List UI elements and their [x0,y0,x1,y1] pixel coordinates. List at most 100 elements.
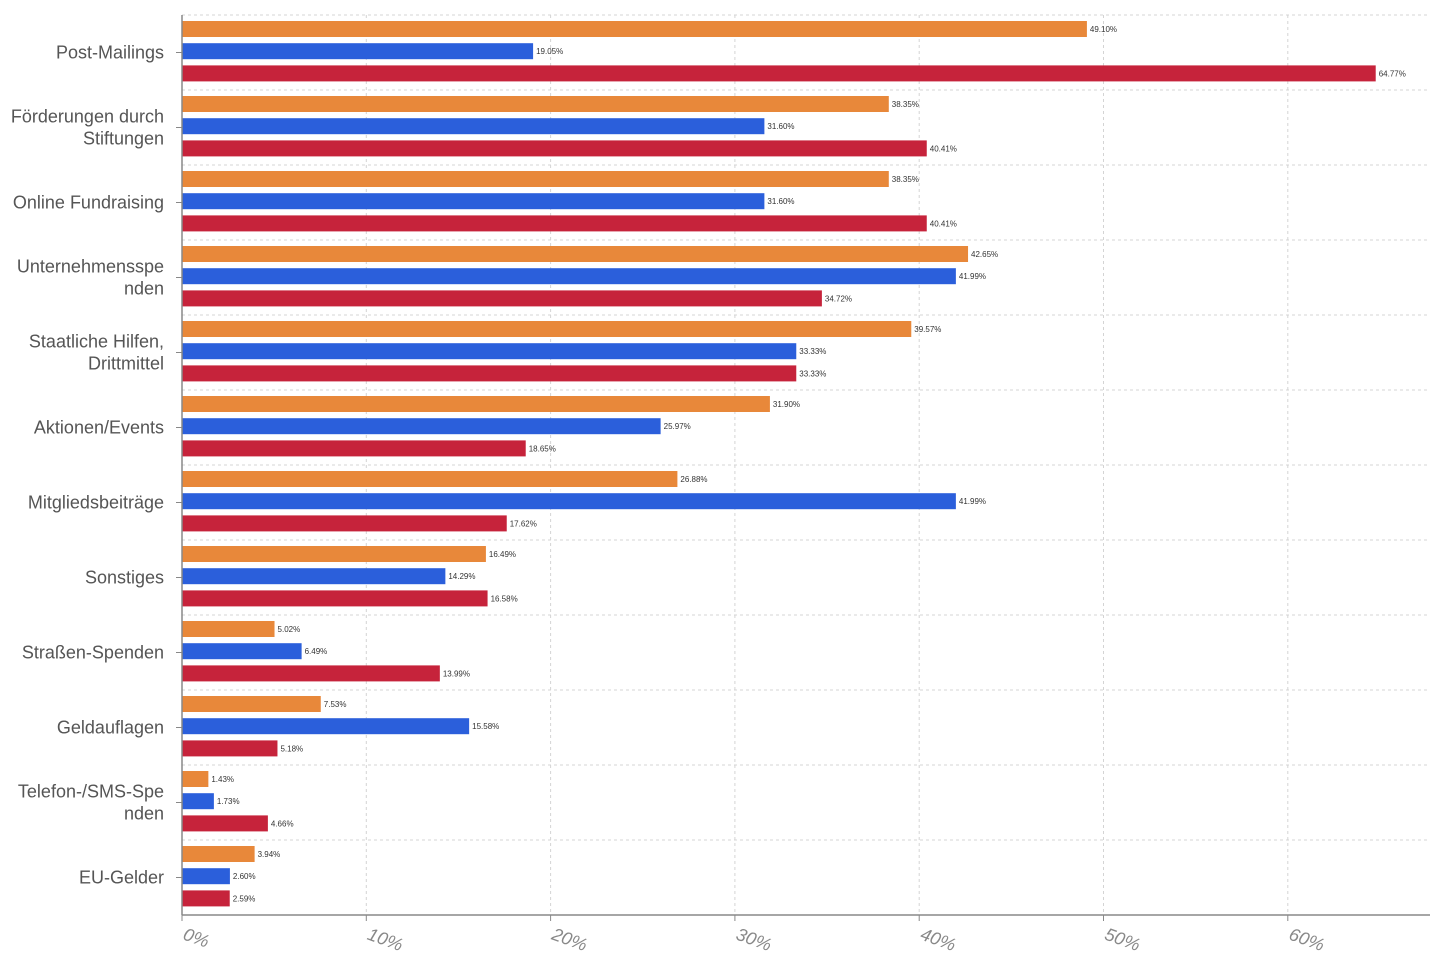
bar-series-orange [182,771,209,787]
x-tick-label: 40% [918,924,959,955]
bar-series-red [182,140,927,157]
category-label: Straßen-Spenden [22,643,164,663]
category-label: Mitgliedsbeiträge [28,493,164,513]
bar-series-orange [182,171,889,187]
bar-value-label: 40.41% [930,144,957,153]
bar-series-blue [182,568,446,585]
bar-series-blue [182,493,956,510]
bar-series-red [182,440,526,457]
bar-series-red [182,590,488,607]
x-tick-label: 60% [1286,924,1327,955]
bar-series-blue [182,643,302,660]
bar-series-blue [182,193,765,210]
bar-series-red [182,290,822,307]
bar-series-blue [182,868,230,885]
bar-series-blue [182,343,797,360]
bar-series-orange [182,696,321,712]
bar-series-red [182,515,507,532]
category-label: Staatliche Hilfen, [29,332,164,352]
bar-series-orange [182,396,770,412]
category-label: Förderungen durch [11,107,164,127]
bar-value-label: 4.66% [271,819,294,828]
bar-value-label: 38.35% [892,100,919,109]
bar-value-label: 38.35% [892,175,919,184]
x-tick-label: 30% [734,924,775,955]
bar-value-label: 3.94% [258,850,281,859]
category-label: Drittmittel [88,354,164,374]
bar-value-label: 5.02% [278,625,301,634]
bar-value-label: 31.60% [767,197,794,206]
bar-value-label: 33.33% [799,347,826,356]
x-tick-label: 10% [365,924,406,955]
bar-value-label: 2.59% [233,894,256,903]
bars [182,21,1376,907]
bar-series-orange [182,546,486,562]
bar-series-blue [182,268,956,285]
bar-series-orange [182,471,678,487]
x-tick-label: 0% [181,924,212,952]
x-tick-labels: 0% 10% 20% 30% 40% 50% 60% [181,924,1327,955]
bar-value-label: 18.65% [529,444,556,453]
category-label: Unternehmensspe [17,257,164,277]
x-tick-label: 50% [1102,924,1143,955]
bar-series-red [182,890,230,907]
category-labels: Post-Mailings Förderungen durchStiftungen… [11,43,164,888]
bar-value-label: 25.97% [664,422,691,431]
bar-value-label: 16.58% [491,594,518,603]
bar-series-blue [182,43,534,60]
bar-series-red [182,740,278,757]
bar-value-label: 42.65% [971,250,998,259]
bar-value-label: 6.49% [305,647,328,656]
bar-value-label: 31.60% [767,122,794,131]
bar-series-blue [182,418,661,435]
bar-series-red [182,365,797,382]
category-label: Online Fundraising [13,193,164,213]
bar-series-blue [182,118,765,135]
bar-series-orange [182,321,912,337]
bar-series-red [182,815,268,832]
bar-value-label: 64.77% [1379,69,1406,78]
category-label: Stiftungen [83,129,164,149]
bar-series-orange [182,846,255,862]
bar-value-label: 1.43% [211,775,234,784]
bar-series-red [182,65,1376,82]
bar-value-label: 41.99% [959,272,986,281]
bar-value-label: 40.41% [930,219,957,228]
bar-value-label: 19.05% [536,47,563,56]
bar-series-orange [182,246,969,262]
category-label: nden [124,804,164,824]
bar-series-red [182,665,440,682]
bar-series-orange [182,621,275,637]
bar-value-label: 15.58% [472,722,499,731]
bar-series-blue [182,718,470,735]
axes [176,15,1430,921]
bar-value-label: 33.33% [799,369,826,378]
bar-value-label: 13.99% [443,669,470,678]
bar-value-label: 2.60% [233,872,256,881]
bar-value-label: 31.90% [773,400,800,409]
category-label: Post-Mailings [56,43,164,63]
bar-series-orange [182,21,1087,37]
bar-value-label: 34.72% [825,294,852,303]
bar-value-label: 16.49% [489,550,516,559]
bar-series-red [182,215,927,232]
category-label: Aktionen/Events [34,418,164,438]
bar-value-labels: 49.10% 38.35% 38.35% 42.65% 39.57% 31.90% 26.8… [211,25,1405,903]
category-label: Sonstiges [85,568,164,588]
bar-value-label: 41.99% [959,497,986,506]
x-tick-label: 20% [548,924,590,955]
bar-value-label: 39.57% [914,325,941,334]
category-label: EU-Gelder [79,868,164,888]
category-label: Geldauflagen [57,718,164,738]
bar-value-label: 5.18% [280,744,303,753]
category-label: nden [124,279,164,299]
bar-value-label: 26.88% [680,475,707,484]
category-label: Telefon-/SMS-Spe [18,782,164,802]
bar-value-label: 49.10% [1090,25,1117,34]
bar-value-label: 1.73% [217,797,240,806]
bar-value-label: 14.29% [448,572,475,581]
grid-lines [182,14,1430,915]
bar-series-blue [182,793,214,810]
bar-value-label: 17.62% [510,519,537,528]
